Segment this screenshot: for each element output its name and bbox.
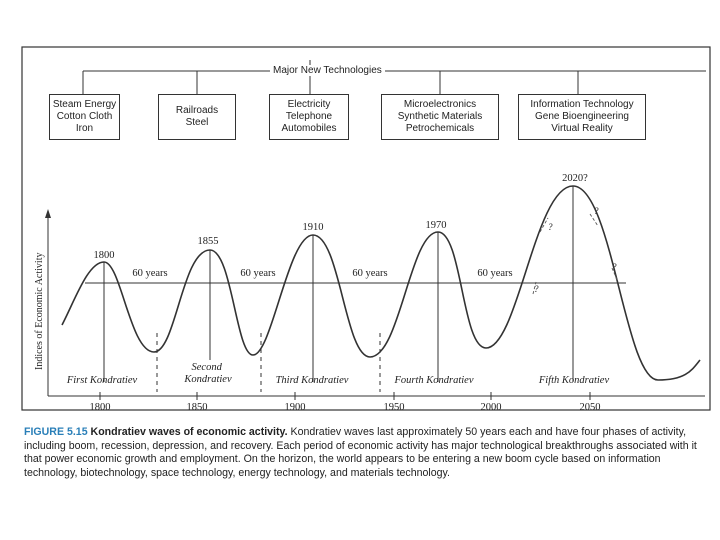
kondratiev-diagram: Indices of Economic Activity 1800 1855 1… [21, 46, 711, 413]
question-mark-1: ? [548, 222, 553, 232]
peak-label-1855: 1855 [198, 236, 219, 247]
wave-label-first: First Kondratiev [66, 375, 138, 386]
x-tick-1850: 1850 [187, 402, 208, 413]
figure-caption: FIGURE 5.15 Kondratiev waves of economic… [24, 426, 714, 480]
figure-caption-text: Kondratiev waves last approximately 50 y… [24, 426, 697, 479]
question-mark-4: ? [534, 284, 539, 294]
question-mark-2: ? [594, 206, 599, 216]
x-axis-ticks [99, 392, 591, 400]
wave-label-fifth: Fifth Kondratiev [538, 375, 610, 386]
wave-label-fourth: Fourth Kondratiev [393, 375, 473, 386]
interval-label-2: 60 years [240, 268, 275, 279]
tech-box-third-wave: Electricity Telephone Automobiles [269, 94, 349, 140]
economic-wave-curve [61, 185, 701, 381]
figure-label: FIGURE 5.15 [24, 426, 88, 438]
wave-label-second: Second Kondratiev [183, 362, 232, 385]
major-technologies-label: Major New Technologies [270, 65, 385, 76]
wave-label-third: Third Kondratiev [276, 375, 349, 386]
x-tick-2000: 2000 [481, 402, 502, 413]
x-tick-2050: 2050 [580, 402, 601, 413]
x-tick-1900: 1900 [285, 402, 306, 413]
x-tick-1800: 1800 [90, 402, 111, 413]
trough-dividers [156, 333, 381, 392]
forecast-arrows [532, 213, 619, 295]
interval-label-3: 60 years [352, 268, 387, 279]
tech-box-second-wave: Railroads Steel [158, 94, 236, 140]
y-axis-label: Indices of Economic Activity [34, 253, 45, 370]
peak-label-1970: 1970 [426, 220, 447, 231]
interval-label-4: 60 years [477, 268, 512, 279]
technology-bracket [82, 60, 706, 94]
tech-box-first-wave: Steam Energy Cotton Cloth Iron [49, 94, 120, 140]
peak-label-1910: 1910 [303, 222, 324, 233]
peak-label-2020: 2020? [562, 173, 588, 184]
tech-box-fourth-wave: Microelectronics Synthetic Materials Pet… [381, 94, 499, 140]
figure-title: Kondratiev waves of economic activity. [90, 426, 288, 438]
figure-frame [21, 46, 711, 411]
interval-label-1: 60 years [132, 268, 167, 279]
tech-box-fifth-wave: Information Technology Gene Bioengineeri… [518, 94, 646, 140]
peak-lines [103, 186, 574, 382]
question-mark-3: ? [612, 262, 617, 272]
y-axis-arrow [45, 209, 51, 218]
x-tick-1950: 1950 [384, 402, 405, 413]
peak-label-1800: 1800 [94, 250, 115, 261]
